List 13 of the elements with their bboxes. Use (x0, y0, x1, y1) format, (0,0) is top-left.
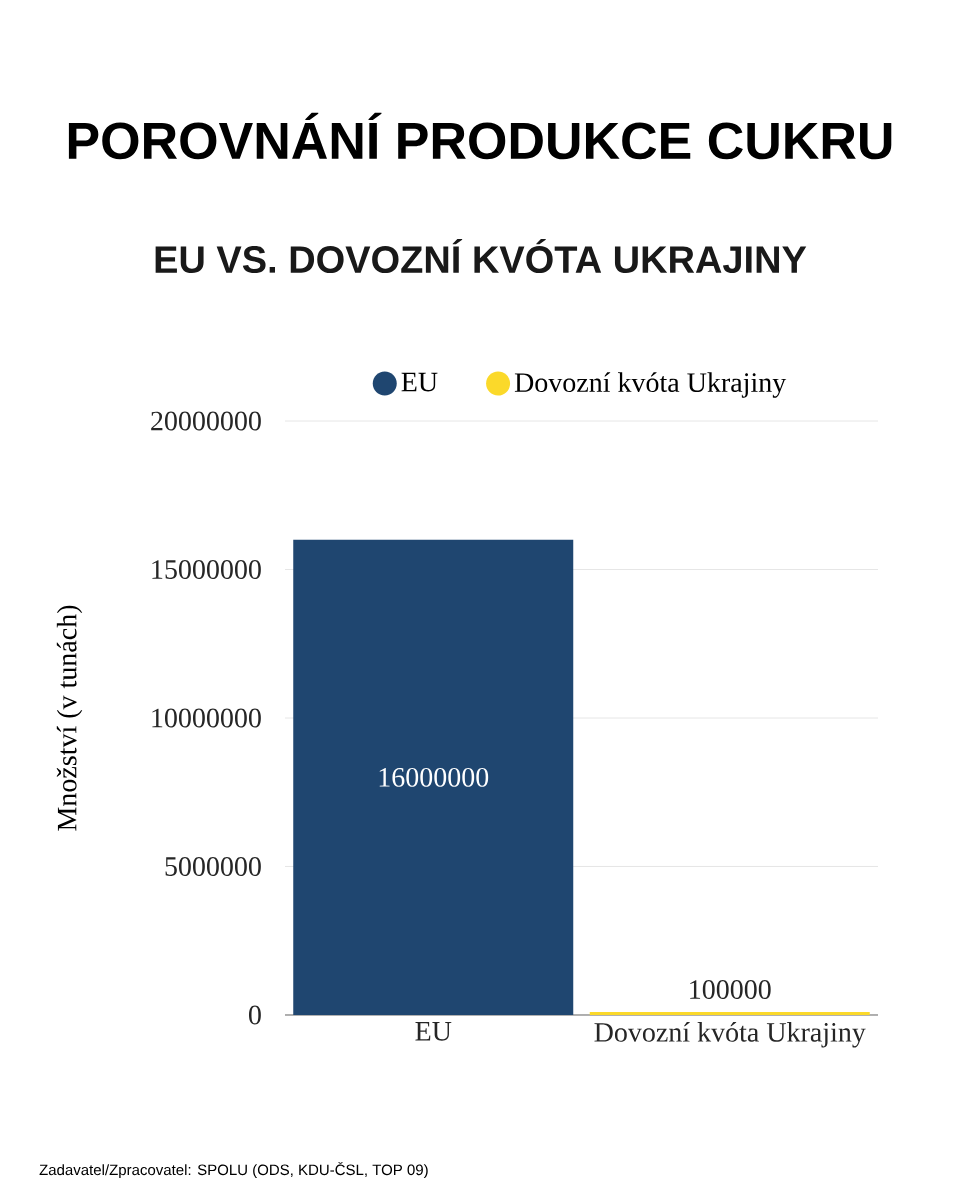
y-tick-label: 5000000 (165, 857, 261, 876)
y-axis-title: Množství (v tunách) (56, 605, 83, 831)
y-tick-label: 15000000 (152, 560, 261, 579)
data-label: 16000000 (379, 767, 489, 787)
y-tick-label: 20000000 (151, 411, 261, 431)
legend-label: Dovozní kvóta Ukrajiny (514, 372, 787, 398)
data-label: 100000 (690, 980, 771, 999)
text: Zadavatel/Zpracovatel: SPOLU (ODS, KDU-ČSL, TOP 09) (39, 1161, 428, 1179)
y-tick-label: 0 (249, 1005, 261, 1025)
chart-title: POROVNÁNÍ PRODUKCE CUKRU (68, 112, 892, 160)
y-tick-label: 10000000 (152, 708, 261, 728)
chart-subtitle: EU VS. DOVOZNÍ KVÓTA UKRAJINY (155, 238, 807, 274)
legend-label: EU (401, 372, 438, 392)
